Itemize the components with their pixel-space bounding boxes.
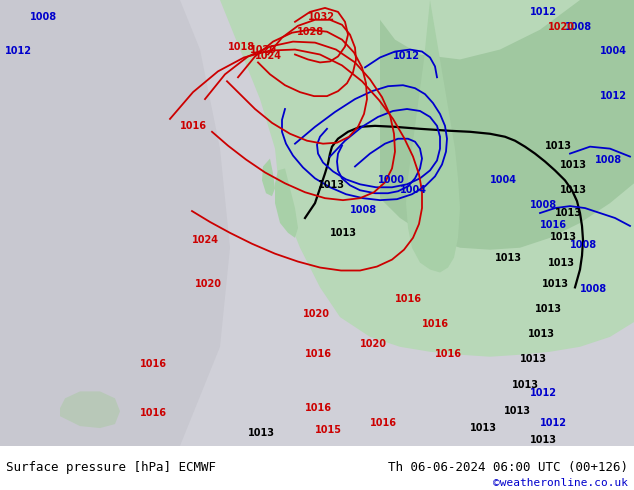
Text: 1028: 1028 xyxy=(297,26,324,37)
Text: 1016: 1016 xyxy=(305,349,332,359)
Text: 1012: 1012 xyxy=(5,47,32,56)
Text: 1013: 1013 xyxy=(512,380,539,391)
Text: 1013: 1013 xyxy=(330,228,357,238)
Polygon shape xyxy=(0,0,634,446)
Text: 1013: 1013 xyxy=(528,329,555,339)
Text: 1024: 1024 xyxy=(192,235,219,245)
Text: Surface pressure [hPa] ECMWF: Surface pressure [hPa] ECMWF xyxy=(6,462,216,474)
Text: 1013: 1013 xyxy=(545,141,572,150)
Polygon shape xyxy=(380,0,634,250)
Text: 1020: 1020 xyxy=(548,22,575,32)
Text: 1013: 1013 xyxy=(520,354,547,364)
Text: 1016: 1016 xyxy=(140,359,167,368)
Text: 1013: 1013 xyxy=(530,435,557,445)
Text: 1016: 1016 xyxy=(435,349,462,359)
Polygon shape xyxy=(0,0,230,446)
Text: 1020: 1020 xyxy=(360,339,387,349)
Text: 1012: 1012 xyxy=(530,389,557,398)
Text: 1013: 1013 xyxy=(470,423,497,433)
Text: 1012: 1012 xyxy=(600,91,627,101)
Text: 1024: 1024 xyxy=(255,51,282,61)
Text: 1008: 1008 xyxy=(30,12,57,22)
Text: 1016: 1016 xyxy=(370,418,397,428)
Text: 1013: 1013 xyxy=(504,406,531,416)
Text: 1016: 1016 xyxy=(422,319,449,329)
Polygon shape xyxy=(60,392,120,428)
Text: 1032: 1032 xyxy=(308,12,335,22)
Text: 1016: 1016 xyxy=(540,220,567,230)
Text: 1013: 1013 xyxy=(560,185,587,195)
Text: 1016: 1016 xyxy=(395,294,422,304)
Text: 1008: 1008 xyxy=(580,284,607,294)
Polygon shape xyxy=(220,0,634,357)
Text: 1012: 1012 xyxy=(540,418,567,428)
Text: 1013: 1013 xyxy=(542,279,569,290)
Polygon shape xyxy=(262,159,275,196)
Text: 1008: 1008 xyxy=(530,200,557,210)
Text: 1020: 1020 xyxy=(303,309,330,319)
Text: 1004: 1004 xyxy=(600,47,627,56)
Text: 1004: 1004 xyxy=(490,175,517,185)
Text: 1018: 1018 xyxy=(228,42,255,51)
Text: 1013: 1013 xyxy=(548,258,575,268)
Text: 1013: 1013 xyxy=(560,160,587,171)
Text: 1000: 1000 xyxy=(378,175,405,185)
Text: 1013: 1013 xyxy=(535,304,562,314)
Text: 1013: 1013 xyxy=(248,428,275,438)
Text: 1020: 1020 xyxy=(250,45,277,54)
Polygon shape xyxy=(275,169,298,238)
Text: 1008: 1008 xyxy=(595,155,622,166)
Text: 1013: 1013 xyxy=(318,180,345,190)
Text: 1016: 1016 xyxy=(305,403,332,413)
Text: ©weatheronline.co.uk: ©weatheronline.co.uk xyxy=(493,478,628,488)
Text: 1008: 1008 xyxy=(570,240,597,250)
Polygon shape xyxy=(0,0,634,446)
Polygon shape xyxy=(406,0,460,272)
Text: 1008: 1008 xyxy=(350,205,377,215)
Text: Th 06-06-2024 06:00 UTC (00+126): Th 06-06-2024 06:00 UTC (00+126) xyxy=(387,462,628,474)
Text: 1013: 1013 xyxy=(550,232,577,242)
Text: 1016: 1016 xyxy=(180,121,207,131)
Text: 1016: 1016 xyxy=(140,408,167,418)
Text: 1012: 1012 xyxy=(530,7,557,17)
Text: 1004: 1004 xyxy=(400,185,427,195)
Text: 1008: 1008 xyxy=(565,22,592,32)
Text: 1015: 1015 xyxy=(315,425,342,435)
Text: 1020: 1020 xyxy=(195,279,222,290)
Text: 1013: 1013 xyxy=(555,208,582,218)
Text: 1013: 1013 xyxy=(495,253,522,263)
Text: 1012: 1012 xyxy=(393,51,420,61)
Polygon shape xyxy=(0,0,634,446)
